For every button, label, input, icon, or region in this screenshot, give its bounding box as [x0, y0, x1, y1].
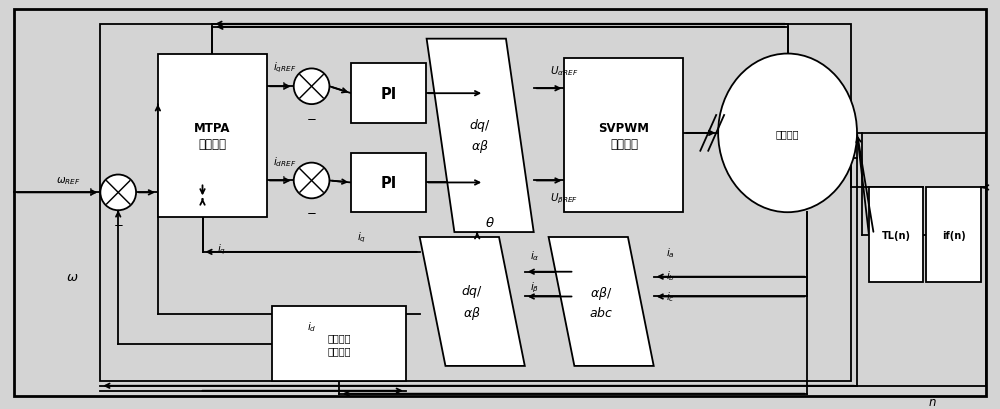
Bar	[100, 25, 851, 381]
Text: −: −	[307, 207, 317, 220]
Text: PI: PI	[380, 175, 397, 191]
Text: TL(n): TL(n)	[882, 230, 911, 240]
Text: $i_d$: $i_d$	[307, 319, 316, 333]
Text: −: −	[113, 219, 123, 231]
Text: $dq/$
$\alpha\beta$: $dq/$ $\alpha\beta$	[461, 283, 483, 321]
Text: $i_q$: $i_q$	[357, 230, 366, 245]
Text: if(n): if(n)	[942, 230, 966, 240]
Bar	[869, 188, 923, 282]
Text: $U_{\alpha REF}$: $U_{\alpha REF}$	[550, 64, 578, 78]
Bar	[158, 54, 267, 218]
Text: 位置与速
度传感器: 位置与速 度传感器	[327, 333, 351, 355]
Text: 同步电机: 同步电机	[776, 128, 799, 139]
Bar	[351, 64, 426, 124]
Text: $n$: $n$	[928, 395, 936, 408]
Text: $i_a$: $i_a$	[666, 245, 674, 259]
Bar	[351, 153, 426, 213]
Text: MTPA
计算模块: MTPA 计算模块	[194, 121, 231, 151]
Polygon shape	[427, 40, 534, 232]
Text: SVPWM
发生模块: SVPWM 发生模块	[598, 121, 649, 151]
Text: $\alpha\beta/$
$abc$: $\alpha\beta/$ $abc$	[589, 284, 613, 319]
Bar	[564, 59, 683, 213]
Circle shape	[294, 69, 329, 105]
Bar	[926, 188, 981, 282]
Text: +: +	[86, 185, 95, 198]
Text: −: −	[307, 113, 317, 126]
Text: $dq/$
$\alpha\beta$: $dq/$ $\alpha\beta$	[469, 117, 491, 155]
Text: +: +	[279, 80, 289, 92]
Text: PI: PI	[380, 86, 397, 101]
Text: $i_{\alpha}$: $i_{\alpha}$	[530, 248, 539, 262]
Polygon shape	[420, 237, 525, 366]
Text: $\omega_{REF}$: $\omega_{REF}$	[56, 175, 80, 187]
Text: $i_q$: $i_q$	[217, 242, 227, 256]
Circle shape	[100, 175, 136, 211]
Text: $i_{qREF}$: $i_{qREF}$	[273, 60, 297, 74]
Bar	[272, 307, 406, 381]
Text: $\theta$: $\theta$	[485, 216, 495, 229]
Polygon shape	[549, 237, 654, 366]
Circle shape	[294, 163, 329, 199]
Text: $i_b$: $i_b$	[666, 268, 675, 282]
Ellipse shape	[718, 54, 857, 213]
Text: +: +	[279, 173, 289, 187]
Text: $\omega$: $\omega$	[66, 270, 78, 283]
Text: $i_{\beta}$: $i_{\beta}$	[530, 280, 539, 294]
Text: $i_c$: $i_c$	[666, 290, 674, 303]
Text: $i_{dREF}$: $i_{dREF}$	[273, 154, 297, 168]
Text: $U_{\beta REF}$: $U_{\beta REF}$	[550, 191, 578, 205]
